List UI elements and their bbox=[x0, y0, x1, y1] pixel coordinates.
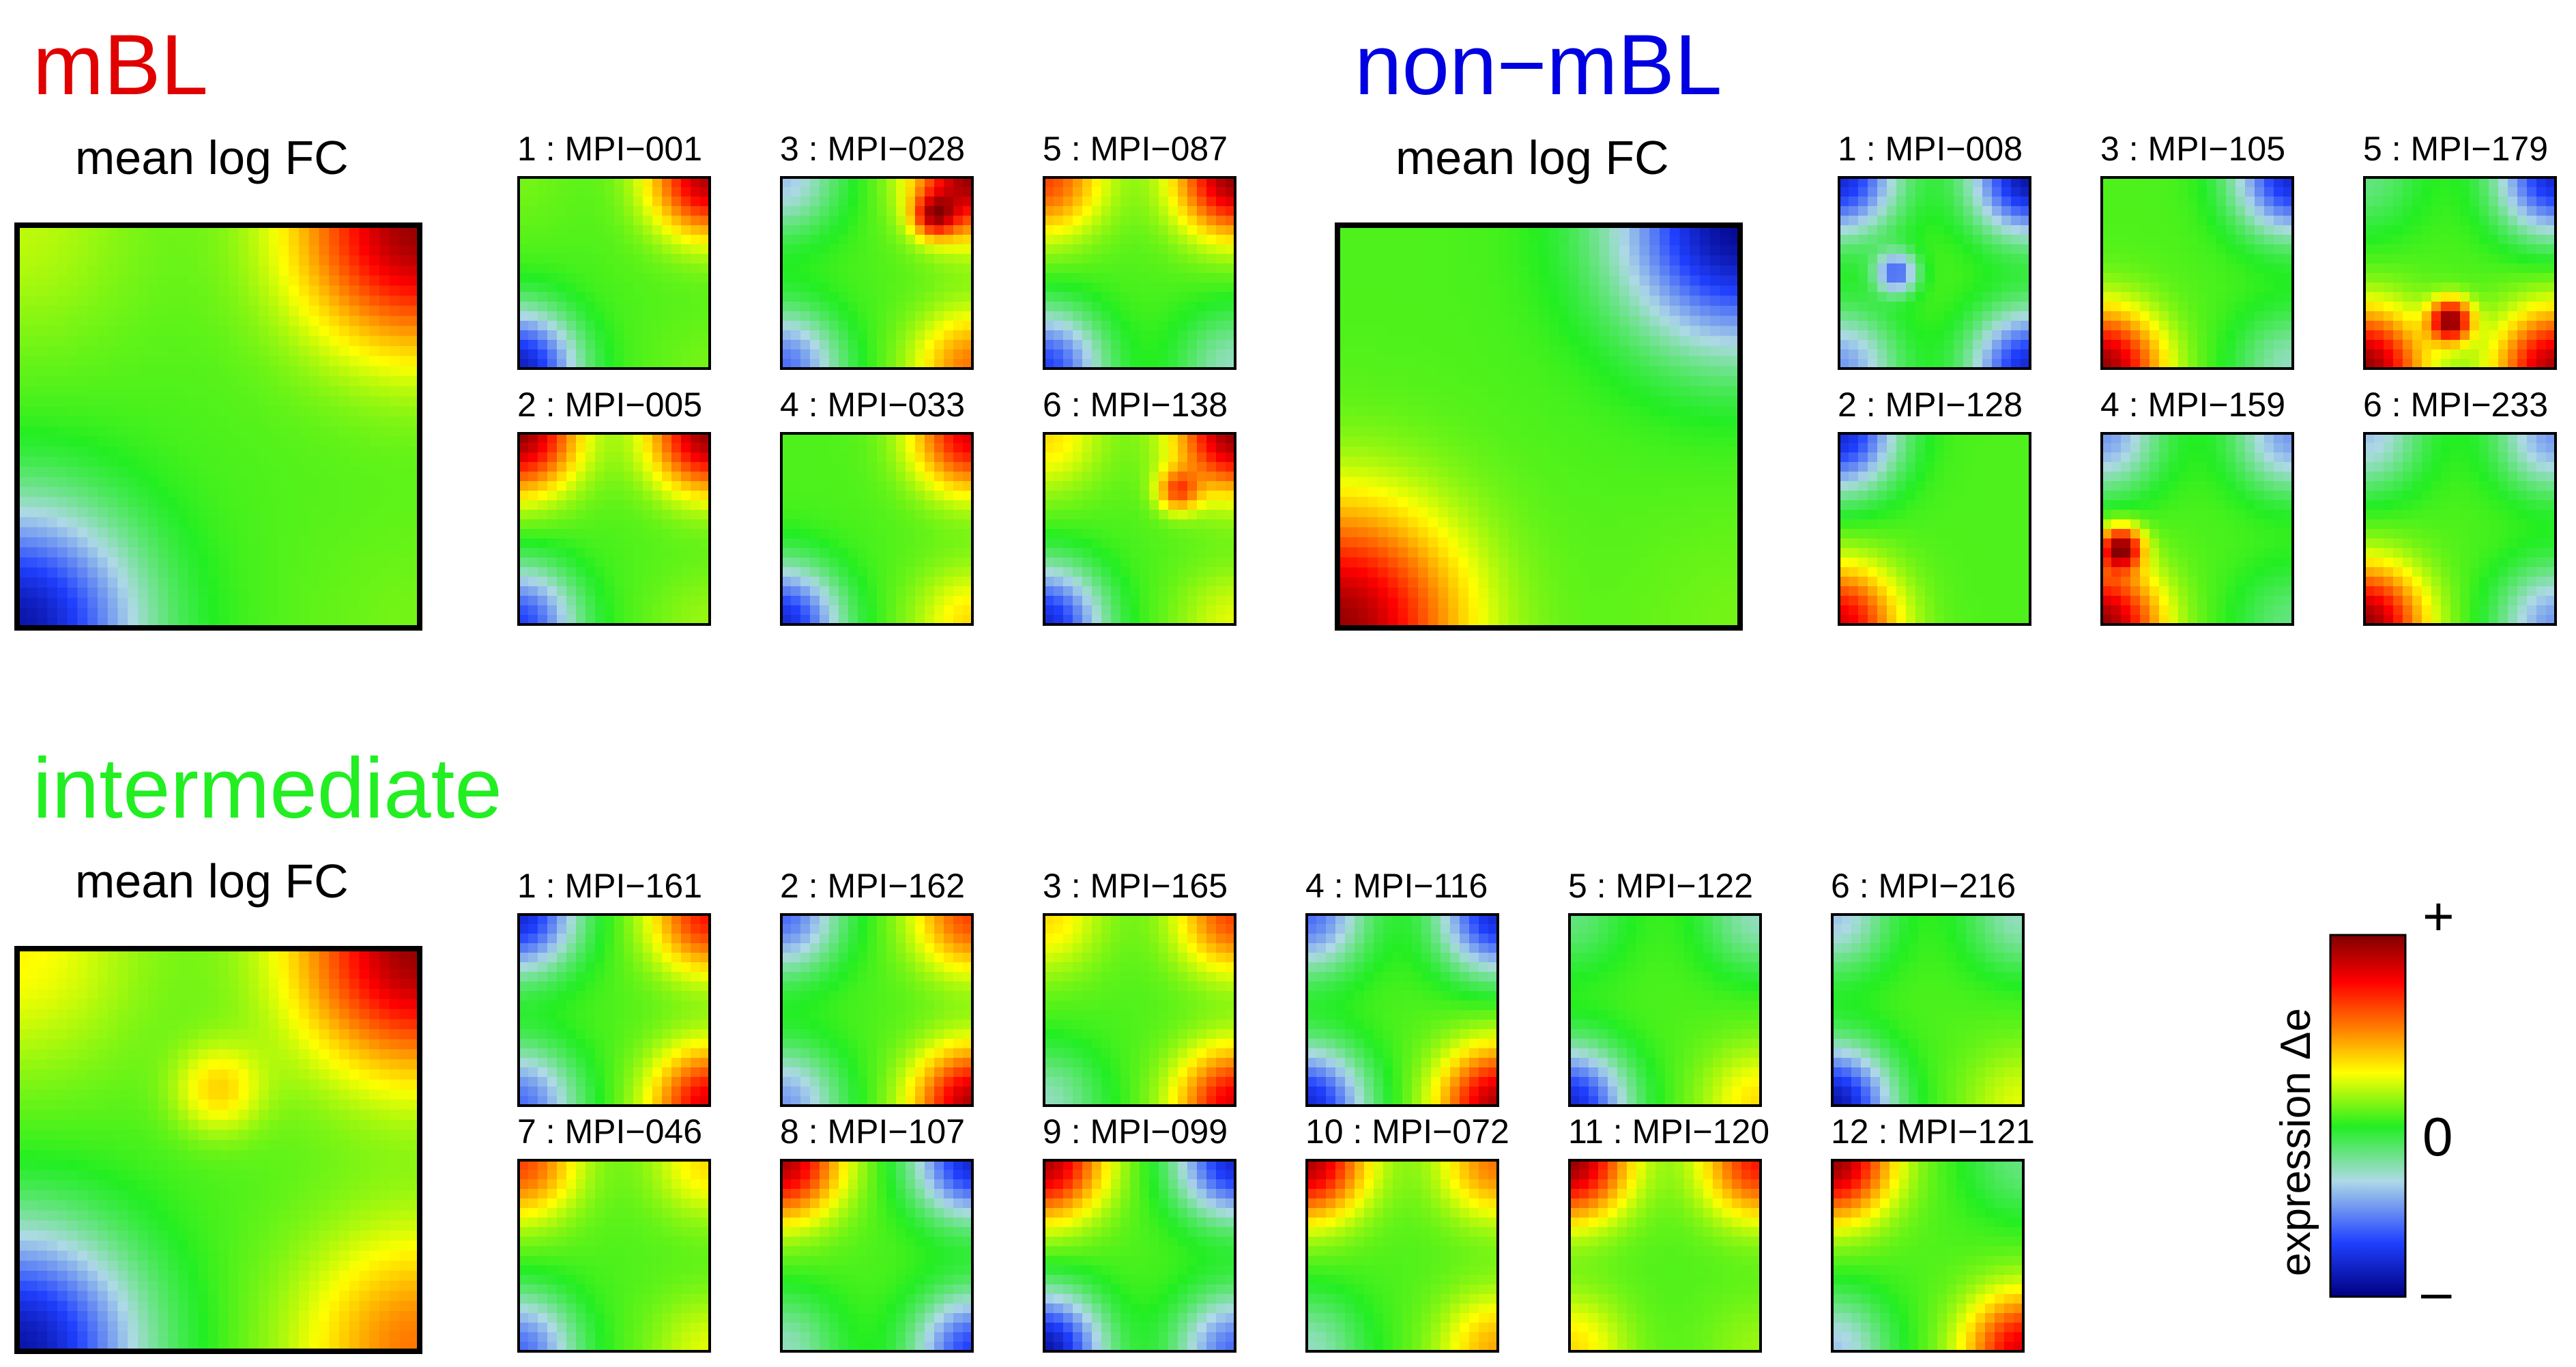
mean-map-intermediate-frame bbox=[14, 946, 422, 1354]
sample-map-non_mBL-2-frame bbox=[2100, 176, 2294, 370]
sample-map-intermediate-4 bbox=[1305, 913, 1499, 1107]
colorbar-tick-plus: + bbox=[2422, 886, 2455, 947]
sample-map-non_mBL-2 bbox=[2100, 176, 2294, 370]
sample-map-intermediate-7 bbox=[517, 1159, 711, 1353]
mean-map-non_mBL bbox=[1335, 222, 1743, 631]
sample-map-non_mBL-3 bbox=[2363, 176, 2557, 370]
sample-map-intermediate-12-frame bbox=[1831, 1159, 2025, 1353]
sample-map-intermediate-3-frame bbox=[1043, 913, 1236, 1107]
colorbar-label: expression Δe bbox=[2272, 1008, 2319, 1276]
mean-map-intermediate bbox=[14, 946, 422, 1354]
colorbar-tick-zero: 0 bbox=[2422, 1106, 2453, 1167]
sample-label-intermediate-7: 7 : MPI−046 bbox=[517, 1112, 702, 1151]
sample-label-non_mBL-1: 1 : MPI−008 bbox=[1838, 130, 2023, 168]
sample-map-intermediate-2 bbox=[780, 913, 974, 1107]
sample-label-intermediate-6: 6 : MPI−216 bbox=[1831, 867, 2016, 905]
sample-map-intermediate-1 bbox=[517, 913, 711, 1107]
sample-map-non_mBL-4 bbox=[1838, 432, 2031, 626]
mean-label-mbl: mean log FC bbox=[75, 131, 349, 184]
sample-label-intermediate-12: 12 : MPI−121 bbox=[1831, 1112, 2035, 1151]
sample-map-intermediate-10 bbox=[1305, 1159, 1499, 1353]
sample-label-non_mBL-2: 3 : MPI−105 bbox=[2100, 130, 2285, 168]
sample-map-intermediate-9 bbox=[1043, 1159, 1236, 1353]
sample-map-non_mBL-6-frame bbox=[2363, 432, 2557, 626]
heatmap-layer bbox=[14, 176, 2557, 1354]
mean-map-mBL-frame bbox=[14, 222, 422, 631]
sample-label-non_mBL-3: 5 : MPI−179 bbox=[2363, 130, 2548, 168]
mean-label-intermediate: mean log FC bbox=[75, 854, 349, 908]
sample-label-intermediate-3: 3 : MPI−165 bbox=[1043, 867, 1228, 905]
sample-label-mBL-6: 6 : MPI−138 bbox=[1043, 386, 1228, 424]
sample-label-non_mBL-5: 4 : MPI−159 bbox=[2100, 386, 2285, 424]
sample-map-intermediate-3 bbox=[1043, 913, 1236, 1107]
sample-map-intermediate-1-frame bbox=[517, 913, 711, 1107]
sample-label-intermediate-2: 2 : MPI−162 bbox=[780, 867, 965, 905]
sample-label-non_mBL-6: 6 : MPI−233 bbox=[2363, 386, 2548, 424]
group-title-non-mbl: non−mBL bbox=[1355, 18, 1722, 113]
mean-map-non_mBL-frame bbox=[1335, 222, 1743, 631]
sample-map-non_mBL-5-frame bbox=[2100, 432, 2294, 626]
sample-map-intermediate-7-frame bbox=[517, 1159, 711, 1353]
sample-map-intermediate-12 bbox=[1831, 1159, 2025, 1353]
sample-label-mBL-2: 3 : MPI−028 bbox=[780, 130, 965, 168]
sample-label-intermediate-5: 5 : MPI−122 bbox=[1568, 867, 1753, 905]
sample-map-mBL-3-frame bbox=[1043, 176, 1236, 370]
sample-labels-layer: 1 : MPI−001 3 : MPI−028 5 : MPI−087 2 : MPI… bbox=[517, 130, 2548, 1151]
sample-map-mBL-6 bbox=[1043, 432, 1236, 626]
sample-label-intermediate-8: 8 : MPI−107 bbox=[780, 1112, 965, 1151]
sample-label-intermediate-4: 4 : MPI−116 bbox=[1305, 867, 1488, 905]
sample-map-intermediate-2-frame bbox=[780, 913, 974, 1107]
sample-map-mBL-2-frame bbox=[780, 176, 974, 370]
sample-map-mBL-6-frame bbox=[1043, 432, 1236, 626]
sample-map-intermediate-11 bbox=[1568, 1159, 1762, 1353]
sample-label-mBL-1: 1 : MPI−001 bbox=[517, 130, 702, 168]
sample-map-intermediate-9-frame bbox=[1043, 1159, 1236, 1353]
colorbar bbox=[2329, 934, 2407, 1298]
sample-label-non_mBL-4: 2 : MPI−128 bbox=[1838, 386, 2023, 424]
sample-map-intermediate-10-frame bbox=[1305, 1159, 1499, 1353]
sample-map-mBL-5 bbox=[780, 432, 974, 626]
sample-map-intermediate-5-frame bbox=[1568, 913, 1762, 1107]
sample-label-mBL-5: 4 : MPI−033 bbox=[780, 386, 965, 424]
sample-map-mBL-2 bbox=[780, 176, 974, 370]
sample-map-non_mBL-3-frame bbox=[2363, 176, 2557, 370]
sample-map-mBL-5-frame bbox=[780, 432, 974, 626]
sample-map-mBL-1-frame bbox=[517, 176, 711, 370]
sample-label-intermediate-1: 1 : MPI−161 bbox=[517, 867, 702, 905]
sample-label-mBL-3: 5 : MPI−087 bbox=[1043, 130, 1228, 168]
sample-map-intermediate-4-frame bbox=[1305, 913, 1499, 1107]
sample-label-intermediate-11: 11 : MPI−120 bbox=[1568, 1112, 1769, 1151]
sample-map-non_mBL-5 bbox=[2100, 432, 2294, 626]
sample-map-non_mBL-1-frame bbox=[1838, 176, 2031, 370]
sample-map-intermediate-11-frame bbox=[1568, 1159, 1762, 1353]
sample-map-intermediate-8-frame bbox=[780, 1159, 974, 1353]
sample-label-intermediate-10: 10 : MPI−072 bbox=[1305, 1112, 1509, 1151]
sample-map-non_mBL-6 bbox=[2363, 432, 2557, 626]
mean-label-non-mbl: mean log FC bbox=[1395, 131, 1669, 184]
sample-map-intermediate-5 bbox=[1568, 913, 1762, 1107]
sample-label-mBL-4: 2 : MPI−005 bbox=[517, 386, 702, 424]
sample-map-mBL-1 bbox=[517, 176, 711, 370]
sample-map-intermediate-8 bbox=[780, 1159, 974, 1353]
sample-map-non_mBL-1 bbox=[1838, 176, 2031, 370]
sample-label-intermediate-9: 9 : MPI−099 bbox=[1043, 1112, 1228, 1151]
sample-map-non_mBL-4-frame bbox=[1838, 432, 2031, 626]
sample-map-intermediate-6-frame bbox=[1831, 913, 2025, 1107]
sample-map-intermediate-6 bbox=[1831, 913, 2025, 1107]
sample-map-mBL-4 bbox=[517, 432, 711, 626]
colorbar-tick-minus: – bbox=[2421, 1261, 2452, 1322]
group-title-intermediate: intermediate bbox=[33, 741, 502, 836]
group-title-mbl: mBL bbox=[33, 18, 208, 113]
sample-map-mBL-4-frame bbox=[517, 432, 711, 626]
sample-map-mBL-3 bbox=[1043, 176, 1236, 370]
mean-map-mBL bbox=[14, 222, 422, 631]
